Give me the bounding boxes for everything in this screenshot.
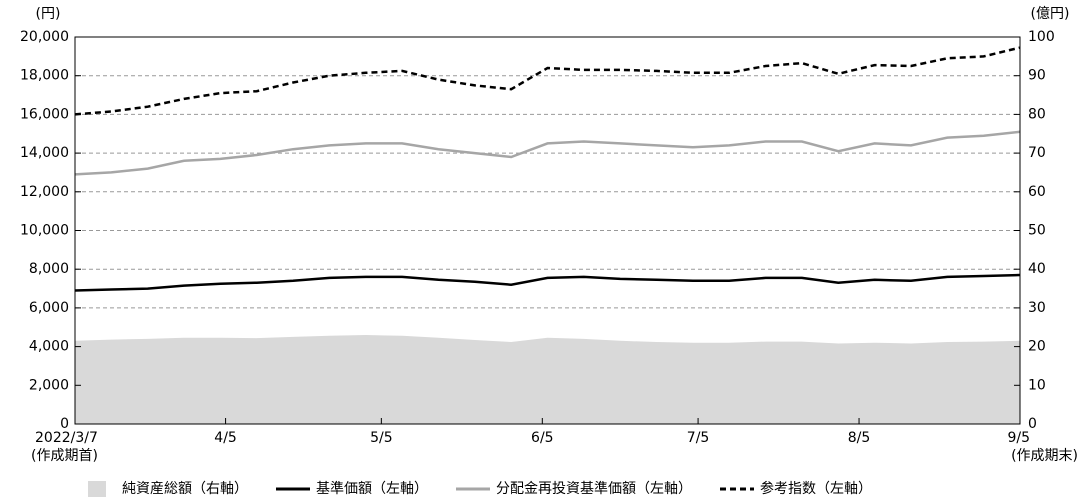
- y2-unit: (億円): [1031, 6, 1070, 22]
- y-tick-label: 0: [60, 416, 69, 432]
- grid: [75, 36, 1020, 386]
- legend-label: 基準価額（左軸）: [316, 480, 428, 497]
- y2-tick-label: 30: [1028, 300, 1046, 316]
- x-tick-label: 4/5: [214, 430, 237, 446]
- y2-tick-label: 90: [1028, 68, 1046, 84]
- y-unit: (円): [36, 6, 61, 22]
- y-tick-label: 16,000: [20, 106, 69, 122]
- line: [74, 273, 1021, 292]
- y-tick-label: 12,000: [20, 184, 69, 200]
- x-tick-label: 5/5: [370, 430, 393, 446]
- legend-label: 参考指数（左軸）: [760, 480, 872, 497]
- x-tick-label: 7/5: [687, 430, 710, 446]
- x-tick-label: 8/5: [848, 430, 871, 446]
- y-tick-label: 20,000: [20, 29, 69, 45]
- legend-swatch: [88, 481, 106, 497]
- y2-tick-label: 20: [1028, 339, 1046, 355]
- y2-tick-label: 60: [1028, 184, 1046, 200]
- y2-tick-label: 0: [1028, 416, 1037, 432]
- y2-tick-label: 80: [1028, 106, 1046, 122]
- x-start-note: (作成期首): [31, 448, 98, 464]
- legend-label: 純資産総額（右軸）: [122, 481, 248, 497]
- plot-frame: [74, 36, 1021, 425]
- line: [74, 46, 1021, 116]
- y2-tick-label: 100: [1028, 29, 1055, 45]
- x-tick-label: 6/5: [531, 430, 554, 446]
- x-tick-label: 2022/3/7: [35, 430, 98, 446]
- y-tick-label: 6,000: [29, 300, 69, 316]
- y-tick-label: 8,000: [29, 261, 69, 277]
- x-end-note: (作成期末): [1011, 448, 1078, 464]
- y-tick-label: 10,000: [20, 223, 69, 239]
- x-tick-label: 9/5: [1007, 430, 1030, 446]
- y-tick-label: 4,000: [29, 339, 69, 355]
- y-tick-label: 2,000: [29, 377, 69, 393]
- y-tick-label: 14,000: [20, 145, 69, 161]
- y2-tick-label: 40: [1028, 261, 1046, 277]
- area: [75, 335, 1020, 424]
- y-tick-label: 18,000: [20, 68, 69, 84]
- line: [74, 130, 1021, 176]
- y2-tick-label: 50: [1028, 223, 1046, 239]
- legend-label: 分配金再投資基準価額（左軸）: [496, 480, 692, 497]
- y2-tick-label: 70: [1028, 145, 1046, 161]
- y2-tick-label: 10: [1028, 377, 1046, 393]
